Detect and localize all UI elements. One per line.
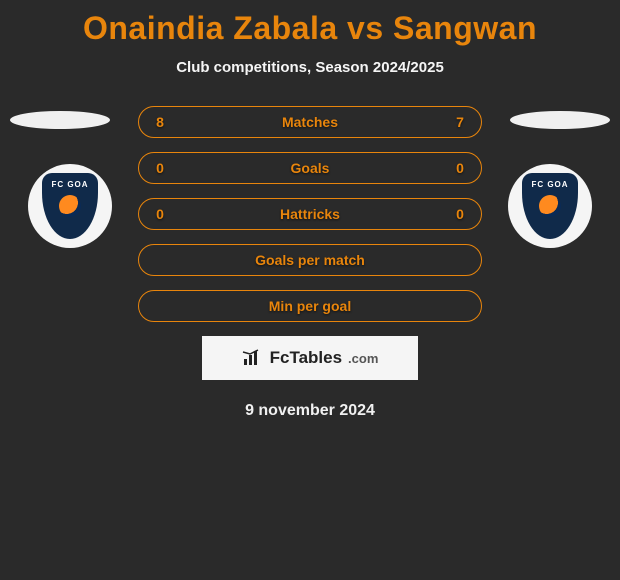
club-label-left: FC GOA xyxy=(51,180,88,189)
shield-icon: FC GOA xyxy=(42,173,98,239)
ball-icon xyxy=(59,195,81,217)
stat-left: 0 xyxy=(153,206,167,222)
stat-label: Hattricks xyxy=(280,206,340,222)
comparison-panel: FC GOA FC GOA 8 Matches 7 0 Goals 0 0 Ha… xyxy=(0,106,620,420)
stat-row-min-per-goal: Min per goal xyxy=(138,290,482,322)
club-label-right: FC GOA xyxy=(531,180,568,189)
stat-row-hattricks: 0 Hattricks 0 xyxy=(138,198,482,230)
stats-list: 8 Matches 7 0 Goals 0 0 Hattricks 0 Goal… xyxy=(138,106,482,322)
brand-name: FcTables xyxy=(270,348,342,368)
player-avatar-right xyxy=(510,111,610,129)
stat-right: 0 xyxy=(453,206,467,222)
bar-chart-icon xyxy=(242,349,264,367)
player-avatar-left xyxy=(10,111,110,129)
team-logo-left: FC GOA xyxy=(28,164,112,248)
team-logo-right: FC GOA xyxy=(508,164,592,248)
brand-ext: .com xyxy=(348,351,378,366)
stat-row-goals: 0 Goals 0 xyxy=(138,152,482,184)
date-label: 9 november 2024 xyxy=(0,402,620,420)
stat-label: Goals xyxy=(291,160,330,176)
brand-badge: FcTables .com xyxy=(202,336,418,380)
subtitle: Club competitions, Season 2024/2025 xyxy=(0,59,620,76)
stat-label: Min per goal xyxy=(269,298,351,314)
stat-row-goals-per-match: Goals per match xyxy=(138,244,482,276)
page-title: Onaindia Zabala vs Sangwan xyxy=(0,0,620,47)
stat-left: 0 xyxy=(153,160,167,176)
stat-label: Matches xyxy=(282,114,338,130)
stat-right: 7 xyxy=(453,114,467,130)
stat-row-matches: 8 Matches 7 xyxy=(138,106,482,138)
shield-icon: FC GOA xyxy=(522,173,578,239)
stat-right: 0 xyxy=(453,160,467,176)
stat-left: 8 xyxy=(153,114,167,130)
stat-label: Goals per match xyxy=(255,252,365,268)
ball-icon xyxy=(539,195,561,217)
